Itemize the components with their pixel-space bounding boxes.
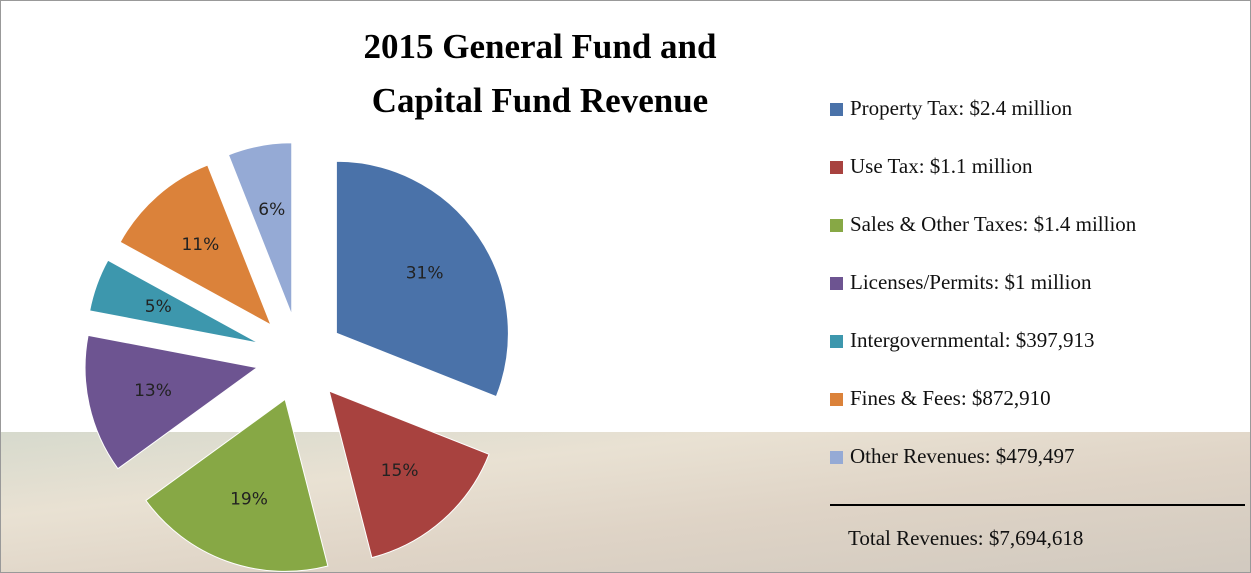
total-annotation: Total Revenues: $7,694,618 [848, 526, 1083, 550]
legend-label: Sales & Other Taxes: $1.4 million [850, 212, 1137, 236]
legend-label: Fines & Fees: $872,910 [850, 386, 1051, 410]
slice-label: 13% [134, 381, 172, 401]
legend-swatch [830, 451, 843, 464]
pie-slice [145, 398, 329, 572]
legend-swatch [830, 161, 843, 174]
legend-swatch [830, 393, 843, 406]
legend-label: Intergovernmental: $397,913 [850, 328, 1095, 352]
pie-slice [335, 160, 509, 398]
chart-title: 2015 General Fund and [364, 27, 718, 66]
legend-swatch [830, 335, 843, 348]
legend-label: Licenses/Permits: $1 million [850, 270, 1092, 294]
slice-label: 5% [145, 297, 172, 317]
pie-slice [328, 390, 490, 559]
legend-swatch [830, 103, 843, 116]
slice-label: 6% [258, 200, 285, 220]
pie-slice [89, 259, 259, 344]
pie-slice [227, 142, 293, 315]
legend-swatch [830, 277, 843, 290]
slice-label: 11% [181, 235, 219, 255]
legend-label: Property Tax: $2.4 million [850, 96, 1073, 120]
legend-label: Other Revenues: $479,497 [850, 444, 1075, 468]
slice-label: 31% [406, 263, 444, 283]
pie-slice [119, 164, 272, 327]
slice-label: 19% [230, 490, 268, 510]
legend-label: Use Tax: $1.1 million [850, 154, 1033, 178]
legend-swatch [830, 219, 843, 232]
slice-label: 15% [381, 461, 419, 481]
chart-title: Capital Fund Revenue [372, 81, 708, 120]
pie-slice [84, 334, 259, 470]
